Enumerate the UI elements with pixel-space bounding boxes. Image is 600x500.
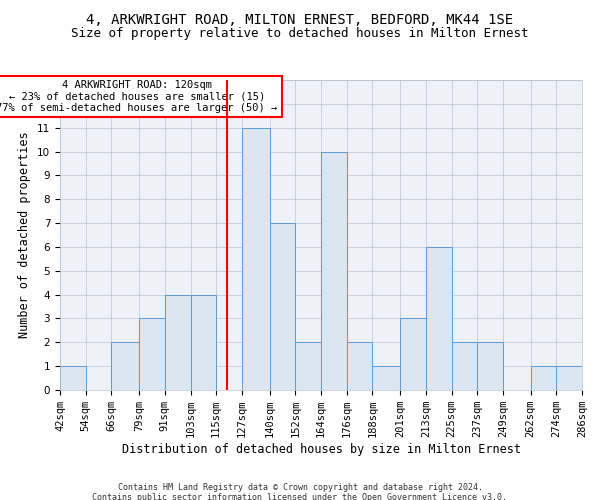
- Text: Contains HM Land Registry data © Crown copyright and database right 2024.: Contains HM Land Registry data © Crown c…: [118, 482, 482, 492]
- Bar: [165, 294, 191, 390]
- Bar: [191, 294, 216, 390]
- Text: 4, ARKWRIGHT ROAD, MILTON ERNEST, BEDFORD, MK44 1SE: 4, ARKWRIGHT ROAD, MILTON ERNEST, BEDFOR…: [86, 12, 514, 26]
- Bar: [139, 318, 165, 390]
- Bar: [556, 366, 582, 390]
- Y-axis label: Number of detached properties: Number of detached properties: [19, 132, 31, 338]
- Bar: [373, 366, 400, 390]
- Bar: [452, 342, 477, 390]
- Bar: [477, 342, 503, 390]
- Bar: [295, 342, 321, 390]
- Bar: [426, 247, 452, 390]
- Bar: [530, 366, 556, 390]
- Bar: [347, 342, 373, 390]
- Text: 4 ARKWRIGHT ROAD: 120sqm
← 23% of detached houses are smaller (15)
77% of semi-d: 4 ARKWRIGHT ROAD: 120sqm ← 23% of detach…: [0, 80, 278, 114]
- Bar: [400, 318, 426, 390]
- Bar: [321, 152, 347, 390]
- Bar: [269, 223, 295, 390]
- Bar: [242, 128, 269, 390]
- Bar: [112, 342, 139, 390]
- X-axis label: Distribution of detached houses by size in Milton Ernest: Distribution of detached houses by size …: [121, 443, 521, 456]
- Bar: [60, 366, 86, 390]
- Text: Size of property relative to detached houses in Milton Ernest: Size of property relative to detached ho…: [71, 28, 529, 40]
- Text: Contains public sector information licensed under the Open Government Licence v3: Contains public sector information licen…: [92, 492, 508, 500]
